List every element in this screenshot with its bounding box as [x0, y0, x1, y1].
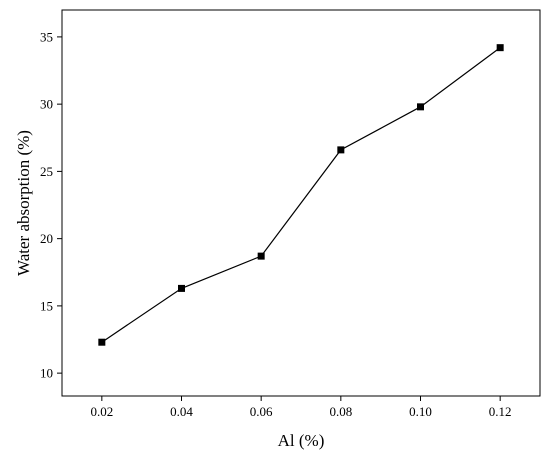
x-axis-ticks: 0.02 0.04 0.06 0.08 0.10 0.12: [90, 396, 512, 419]
data-point: [417, 103, 424, 111]
x-tick-label: 0.02: [90, 404, 113, 419]
y-tick-label: 10: [40, 366, 53, 381]
series-line: [101, 47, 501, 343]
y-tick-label: 20: [40, 231, 53, 246]
x-tick-label: 0.12: [489, 404, 512, 419]
data-point: [98, 338, 106, 346]
x-tick-label: 0.08: [329, 404, 352, 419]
data-point: [337, 146, 345, 154]
x-tick-label: 0.04: [170, 404, 193, 419]
y-axis-ticks: 10 15 20 25 30 35: [40, 29, 62, 381]
data-point: [178, 284, 185, 292]
y-tick-label: 35: [40, 29, 53, 44]
x-tick-label: 0.06: [250, 404, 273, 419]
data-point: [496, 44, 504, 52]
y-tick-label: 30: [40, 97, 53, 112]
series-layer: [98, 44, 504, 346]
y-tick-label: 25: [40, 164, 53, 179]
x-axis-label: Al (%): [278, 431, 325, 450]
y-axis-label: Water absorption (%): [14, 130, 33, 276]
y-tick-label: 15: [40, 298, 53, 313]
data-point: [257, 252, 265, 260]
x-tick-label: 0.10: [409, 404, 432, 419]
plot-frame: [61, 9, 541, 397]
